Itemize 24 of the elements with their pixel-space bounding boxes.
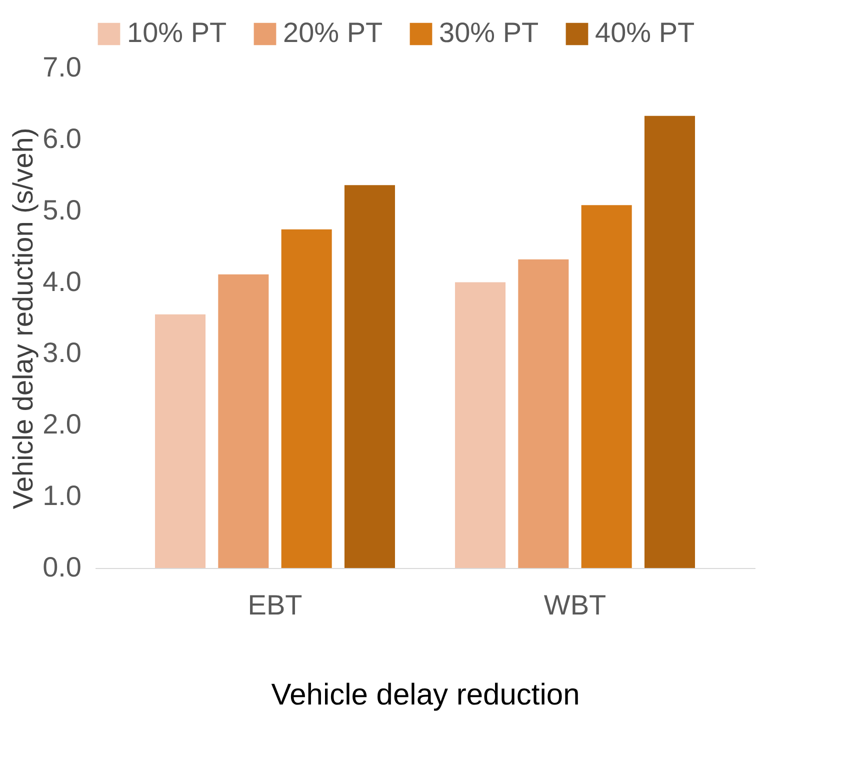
x-tick-label: WBT — [544, 590, 606, 620]
y-tick-label: 2.0 — [42, 408, 82, 440]
legend-label: 40% PT — [595, 17, 695, 48]
bar — [281, 229, 332, 568]
y-tick-label: 5.0 — [42, 194, 82, 226]
y-tick-label: 7.0 — [42, 52, 82, 82]
y-tick-label: 3.0 — [42, 337, 82, 368]
bar — [644, 116, 695, 568]
legend-label: 10% PT — [127, 17, 227, 48]
y-tick-label: 4.0 — [42, 266, 82, 297]
bar — [581, 205, 632, 568]
x-tick-label: EBT — [248, 590, 302, 620]
y-axis-title: Vehicle delay reduction (s/veh) — [8, 128, 39, 510]
x-axis-title: Vehicle delay reduction — [271, 678, 580, 712]
legend-label: 30% PT — [439, 17, 539, 48]
bar — [218, 274, 269, 568]
bar — [344, 185, 395, 568]
bar — [155, 314, 206, 568]
legend-label: 20% PT — [283, 17, 383, 48]
bar — [455, 282, 506, 568]
y-tick-label: 0.0 — [42, 552, 82, 582]
y-tick-label: 1.0 — [42, 480, 82, 512]
y-tick-label: 6.0 — [42, 122, 82, 154]
bar — [518, 259, 569, 568]
